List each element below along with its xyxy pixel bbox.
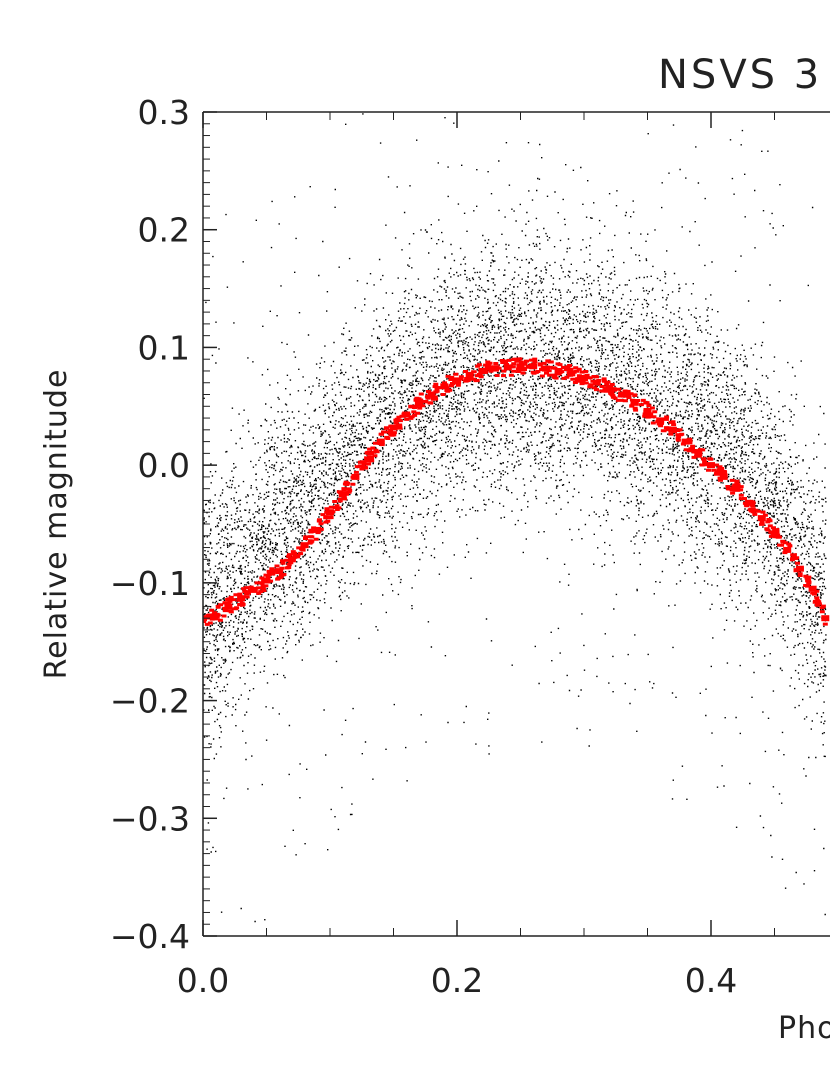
binned-point [541,365,550,372]
plot-area [203,113,830,923]
binned-points [203,357,830,626]
chart-title: NSVS 3 [658,52,822,98]
binned-point [618,391,627,398]
y-tick-label: −0.2 [110,682,190,721]
binned-point [287,556,296,563]
axes: 0.3 0.2 0.1 0.0 −0.1 −0.2 −0.3 −0.4 0.0 0.2 0.4 [110,93,830,1000]
photometry-point-cloud [203,113,827,923]
y-axis-label: Relative magnitude [39,369,74,680]
binned-point [338,491,347,498]
binned-point [224,603,233,610]
binned-point [529,363,538,370]
y-tick-label: −0.3 [110,799,190,838]
x-axis-label: Pho [778,1011,830,1046]
binned-point [427,391,436,398]
y-tick-label: −0.4 [110,917,190,956]
y-tick-label: 0.3 [138,93,190,132]
y-tick-label: 0.2 [138,211,190,250]
x-tick-label: 0.0 [177,961,229,1000]
photometry-points [203,113,827,923]
binned-point [592,379,601,386]
binned-point [808,585,817,592]
binned-point [554,368,563,374]
binned-point [821,615,830,622]
binned-point [237,595,246,602]
binned-point [262,577,271,584]
binned-point [440,383,449,390]
binned-point [313,526,322,533]
binned-point [707,462,715,469]
binned-point-band [203,357,828,626]
binned-point [364,456,373,463]
y-tick-label: 0.1 [138,328,190,367]
y-tick-label: 0.0 [138,446,190,485]
y-tick-label: −0.1 [110,564,190,603]
binned-point [275,568,284,575]
x-tick-label: 0.4 [685,961,737,1000]
x-tick-label: 0.2 [431,961,483,1000]
binned-point [376,438,385,445]
